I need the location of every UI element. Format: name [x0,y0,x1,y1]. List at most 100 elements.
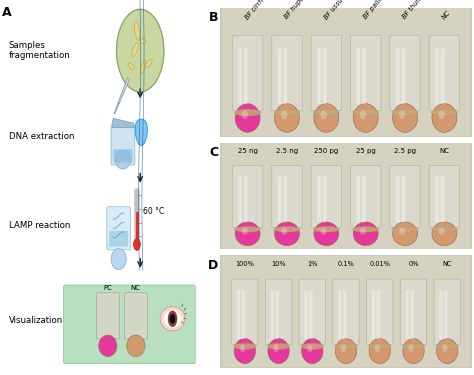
FancyBboxPatch shape [113,149,132,163]
FancyBboxPatch shape [396,176,400,222]
Ellipse shape [115,151,130,169]
FancyBboxPatch shape [272,165,302,228]
FancyBboxPatch shape [401,279,427,345]
FancyBboxPatch shape [396,48,400,104]
Ellipse shape [360,228,366,235]
Ellipse shape [127,335,145,357]
FancyBboxPatch shape [64,285,195,364]
Ellipse shape [392,222,418,246]
FancyBboxPatch shape [338,290,341,339]
FancyBboxPatch shape [390,35,420,111]
Ellipse shape [432,222,457,246]
Text: 25 ng: 25 ng [237,148,257,154]
Ellipse shape [399,228,405,235]
FancyBboxPatch shape [304,290,308,339]
FancyBboxPatch shape [109,231,128,247]
FancyBboxPatch shape [278,48,282,104]
Ellipse shape [132,43,138,56]
FancyBboxPatch shape [439,290,443,339]
FancyBboxPatch shape [362,176,366,222]
FancyBboxPatch shape [299,279,326,345]
FancyBboxPatch shape [237,290,240,339]
FancyBboxPatch shape [220,8,472,137]
FancyBboxPatch shape [244,48,248,104]
Ellipse shape [235,109,261,116]
Text: NC: NC [442,261,452,267]
Ellipse shape [141,60,146,74]
Ellipse shape [307,344,312,352]
Ellipse shape [235,222,260,246]
Ellipse shape [320,228,327,235]
Circle shape [170,314,175,324]
FancyBboxPatch shape [244,176,248,222]
FancyBboxPatch shape [429,35,460,111]
Ellipse shape [369,339,391,363]
Ellipse shape [313,109,339,116]
FancyBboxPatch shape [390,165,420,228]
Text: 0%: 0% [408,261,419,267]
FancyBboxPatch shape [317,48,321,104]
Ellipse shape [437,339,458,363]
Text: 250 pg: 250 pg [314,148,338,154]
Ellipse shape [128,63,135,69]
FancyBboxPatch shape [238,48,242,104]
Text: 2.5 pg: 2.5 pg [394,148,416,154]
FancyBboxPatch shape [232,35,263,111]
Ellipse shape [99,335,117,357]
FancyBboxPatch shape [220,142,472,249]
FancyBboxPatch shape [232,165,263,228]
Ellipse shape [335,339,357,363]
Ellipse shape [160,307,185,331]
FancyBboxPatch shape [435,48,439,104]
Text: NC: NC [131,285,141,291]
FancyBboxPatch shape [362,48,366,104]
Ellipse shape [320,110,327,119]
FancyBboxPatch shape [220,255,472,368]
Ellipse shape [134,21,140,40]
Text: 60 °C: 60 °C [143,207,164,216]
FancyBboxPatch shape [441,176,445,222]
FancyBboxPatch shape [429,165,460,228]
FancyBboxPatch shape [372,290,375,339]
Ellipse shape [281,110,287,119]
Polygon shape [112,118,134,128]
FancyBboxPatch shape [434,279,460,345]
Text: BF pallidiflora: BF pallidiflora [363,0,396,20]
FancyBboxPatch shape [333,279,359,345]
Ellipse shape [301,344,323,350]
Text: B: B [209,11,218,24]
FancyBboxPatch shape [107,207,130,250]
FancyBboxPatch shape [222,143,470,249]
Ellipse shape [281,228,287,235]
Ellipse shape [268,339,289,363]
FancyBboxPatch shape [323,48,327,104]
Ellipse shape [314,222,339,246]
Ellipse shape [301,339,323,363]
Text: Samples
fragmentation: Samples fragmentation [9,41,70,60]
FancyBboxPatch shape [272,35,302,111]
Ellipse shape [267,344,290,350]
Ellipse shape [341,344,346,352]
Ellipse shape [392,104,418,132]
Ellipse shape [234,339,255,363]
FancyBboxPatch shape [441,48,445,104]
Text: BF thunbergii: BF thunbergii [402,0,435,20]
Ellipse shape [403,339,424,363]
FancyBboxPatch shape [271,290,274,339]
Ellipse shape [242,228,248,235]
FancyBboxPatch shape [222,8,470,136]
FancyBboxPatch shape [222,256,470,367]
FancyBboxPatch shape [405,290,409,339]
Ellipse shape [438,110,445,119]
FancyBboxPatch shape [111,125,135,165]
Ellipse shape [235,226,261,232]
FancyBboxPatch shape [309,290,312,339]
Text: 100%: 100% [236,261,254,267]
Ellipse shape [392,226,418,232]
Ellipse shape [353,109,379,116]
Text: 1%: 1% [307,261,318,267]
Ellipse shape [274,222,300,246]
Ellipse shape [242,110,248,119]
FancyBboxPatch shape [242,290,245,339]
FancyBboxPatch shape [278,176,282,222]
